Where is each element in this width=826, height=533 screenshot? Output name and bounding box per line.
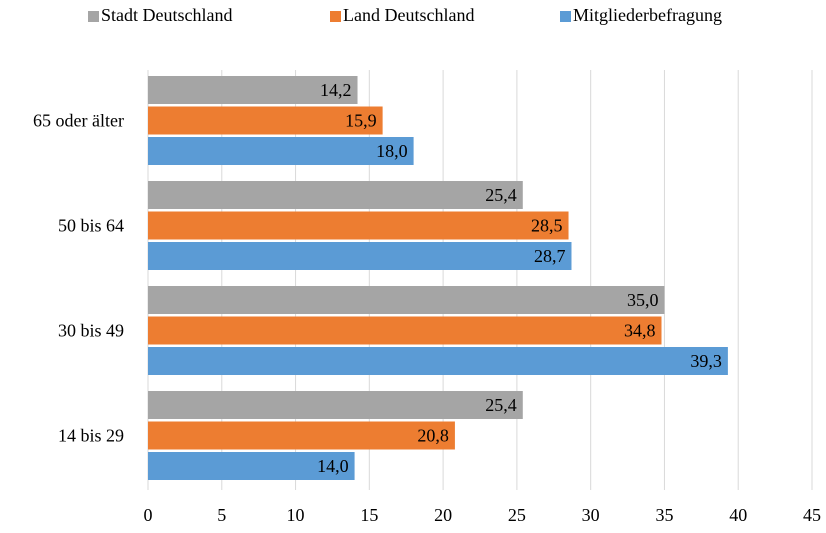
data-label: 15,9 xyxy=(345,111,377,131)
legend-label: Mitgliederbefragung xyxy=(573,5,722,25)
x-tick-label: 20 xyxy=(434,505,452,525)
bar xyxy=(148,421,455,450)
bar xyxy=(148,452,355,480)
data-label: 18,0 xyxy=(376,141,408,161)
bar xyxy=(148,181,523,209)
x-tick-label: 30 xyxy=(582,505,600,525)
data-label: 25,4 xyxy=(485,185,517,205)
x-tick-label: 35 xyxy=(655,505,673,525)
data-label: 39,3 xyxy=(690,351,722,371)
legend-swatch xyxy=(88,11,99,22)
x-tick-label: 25 xyxy=(508,505,526,525)
bar xyxy=(148,211,569,240)
data-label: 14,0 xyxy=(317,456,349,476)
y-tick-label: 30 bis 49 xyxy=(58,321,124,341)
bar xyxy=(148,347,728,375)
bar xyxy=(148,137,414,165)
data-label: 28,7 xyxy=(534,246,566,266)
data-label: 25,4 xyxy=(485,395,517,415)
bar xyxy=(148,242,572,270)
bar xyxy=(148,286,665,314)
data-label: 35,0 xyxy=(627,290,659,310)
y-tick-label: 14 bis 29 xyxy=(58,426,124,446)
x-tick-label: 15 xyxy=(360,505,378,525)
x-tick-label: 45 xyxy=(803,505,821,525)
bar xyxy=(148,106,383,135)
y-tick-label: 65 oder älter xyxy=(33,111,124,131)
x-tick-label: 0 xyxy=(144,505,153,525)
legend-swatch xyxy=(560,11,571,22)
x-tick-label: 40 xyxy=(729,505,747,525)
x-tick-label: 10 xyxy=(287,505,305,525)
data-label: 34,8 xyxy=(624,321,656,341)
bar xyxy=(148,391,523,419)
bar xyxy=(148,76,358,104)
legend-label: Stadt Deutschland xyxy=(101,5,232,25)
data-label: 14,2 xyxy=(320,80,352,100)
data-label: 28,5 xyxy=(531,216,563,236)
data-label: 20,8 xyxy=(417,426,449,446)
bar xyxy=(148,316,662,345)
y-tick-label: 50 bis 64 xyxy=(58,216,124,236)
legend-label: Land Deutschland xyxy=(343,5,474,25)
x-tick-label: 5 xyxy=(217,505,226,525)
legend-swatch xyxy=(330,11,341,22)
